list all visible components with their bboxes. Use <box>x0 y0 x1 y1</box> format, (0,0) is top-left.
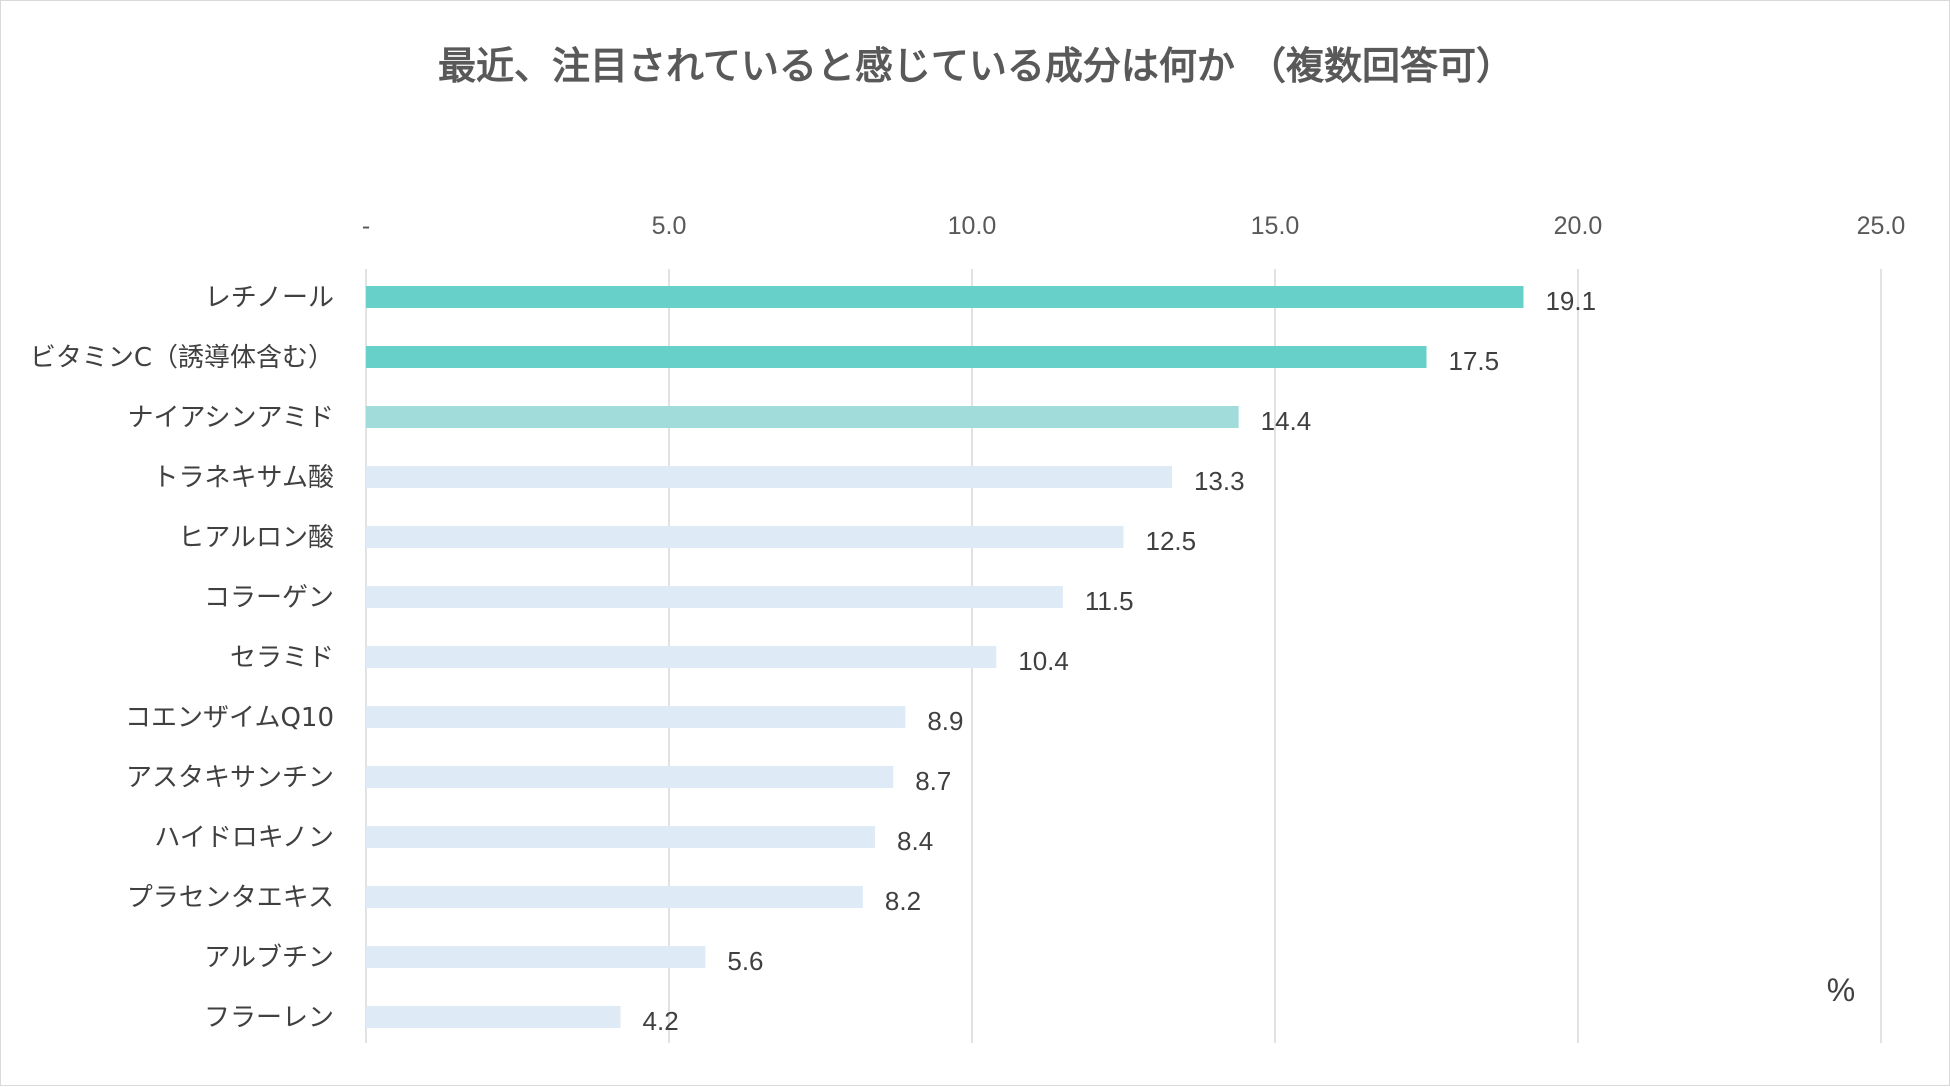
bar <box>366 946 706 968</box>
x-axis-ticks: - 5.0 10.0 15.0 20.0 25.0 <box>362 212 1906 240</box>
x-tick-label: 20.0 <box>1554 212 1603 240</box>
value-labels: 19.1 17.5 14.4 13.3 12.5 11.5 10.4 8.9 8.7 8.4 8.2… <box>643 286 1597 1036</box>
unit-label: % <box>1827 972 1855 1008</box>
data-label: 13.3 <box>1194 466 1245 496</box>
bar <box>366 886 863 908</box>
bar <box>366 586 1063 608</box>
category-label: ナイアシンアミド <box>128 403 334 433</box>
category-label: ビタミンC（誘導体含む） <box>30 343 334 373</box>
bar <box>366 466 1172 488</box>
data-label: 4.2 <box>643 1006 679 1036</box>
data-label: 5.6 <box>727 946 763 976</box>
data-label: 19.1 <box>1545 286 1596 316</box>
bar <box>366 346 1427 368</box>
category-label: プラセンタエキス <box>127 883 334 913</box>
data-label: 10.4 <box>1018 646 1069 676</box>
category-label: コエンザイムQ10 <box>125 703 334 733</box>
x-tick-label: 5.0 <box>652 212 687 240</box>
x-tick-label: - <box>362 212 370 240</box>
category-label: コラーゲン <box>204 583 334 613</box>
data-label: 8.4 <box>897 826 933 856</box>
bar <box>366 286 1524 308</box>
bar <box>366 766 894 788</box>
bar <box>366 526 1124 548</box>
bar <box>366 706 906 728</box>
bars <box>366 286 1524 1028</box>
category-label: アルブチン <box>204 943 334 973</box>
category-label: フラーレン <box>204 1003 334 1033</box>
category-label: ハイドロキノン <box>154 823 334 853</box>
bar <box>366 1006 621 1028</box>
category-label: セラミド <box>230 643 334 673</box>
data-label: 8.7 <box>915 766 951 796</box>
data-label: 12.5 <box>1146 526 1197 556</box>
data-label: 8.9 <box>927 706 963 736</box>
category-label: トラネキサム酸 <box>153 463 334 493</box>
bar <box>366 406 1239 428</box>
data-label: 14.4 <box>1261 406 1312 436</box>
chart-title: 最近、注目されていると感じている成分は何か （複数回答可） <box>438 44 1514 88</box>
data-label: 8.2 <box>885 886 921 916</box>
data-label: 17.5 <box>1449 346 1500 376</box>
x-tick-label: 15.0 <box>1251 212 1300 240</box>
bar <box>366 826 876 848</box>
x-tick-label: 10.0 <box>948 212 997 240</box>
x-tick-label: 25.0 <box>1857 212 1906 240</box>
bar <box>366 646 997 668</box>
data-label: 11.5 <box>1085 586 1134 616</box>
category-label: レチノール <box>205 283 334 313</box>
category-label: ヒアルロン酸 <box>178 523 334 553</box>
category-label: アスタキサンチン <box>126 763 334 793</box>
